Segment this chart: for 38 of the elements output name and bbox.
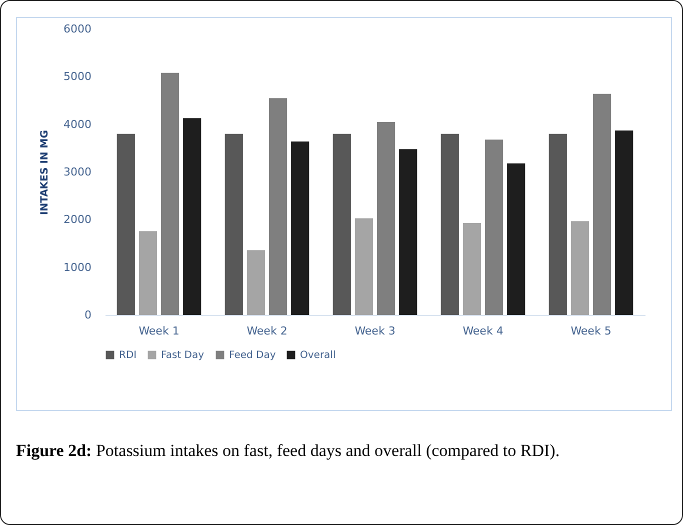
- bar: [138, 231, 158, 315]
- bar: [332, 134, 351, 315]
- legend-label: RDI: [119, 350, 137, 361]
- bar: [615, 130, 634, 315]
- y-tick-label: 0: [84, 308, 92, 322]
- x-tick-label: Week 4: [462, 324, 504, 338]
- bar: [399, 149, 418, 315]
- bar: [160, 72, 180, 315]
- bar: [183, 118, 202, 315]
- bar: [507, 163, 526, 315]
- y-tick-label: 2000: [64, 213, 92, 226]
- bar: [484, 140, 504, 315]
- caption: Figure 2d: Potassium intakes on fast, feed days and overall (compared to RDI).: [16, 440, 561, 462]
- x-tick-label: Week 2: [246, 324, 288, 338]
- y-tick-label: 1000: [64, 260, 92, 274]
- bar: [548, 134, 567, 315]
- y-tick-label: 3000: [64, 166, 92, 178]
- y-tick-label: 4000: [64, 118, 92, 131]
- y-tick-label: 5000: [64, 70, 92, 84]
- bar: [246, 250, 266, 315]
- bar: [116, 134, 135, 315]
- x-tick-label: Week 5: [570, 324, 612, 338]
- bar: [268, 98, 288, 315]
- bar: [592, 94, 612, 315]
- x-tick-label: Week 1: [138, 324, 180, 338]
- legend-label: Overall: [300, 350, 336, 361]
- bar: [376, 122, 396, 315]
- y-tick-label: 6000: [64, 22, 92, 36]
- bar: [224, 134, 243, 315]
- bar: [462, 223, 482, 315]
- x-tick-label: Week 3: [354, 324, 396, 338]
- y-axis-title: INTAKES IN MG: [40, 130, 51, 215]
- bar: [354, 218, 374, 315]
- bar: [570, 221, 590, 315]
- legend-label: Fast Day: [161, 350, 204, 361]
- bar: [440, 134, 459, 315]
- bar: [291, 141, 310, 315]
- legend-label: Feed Day: [229, 350, 276, 361]
